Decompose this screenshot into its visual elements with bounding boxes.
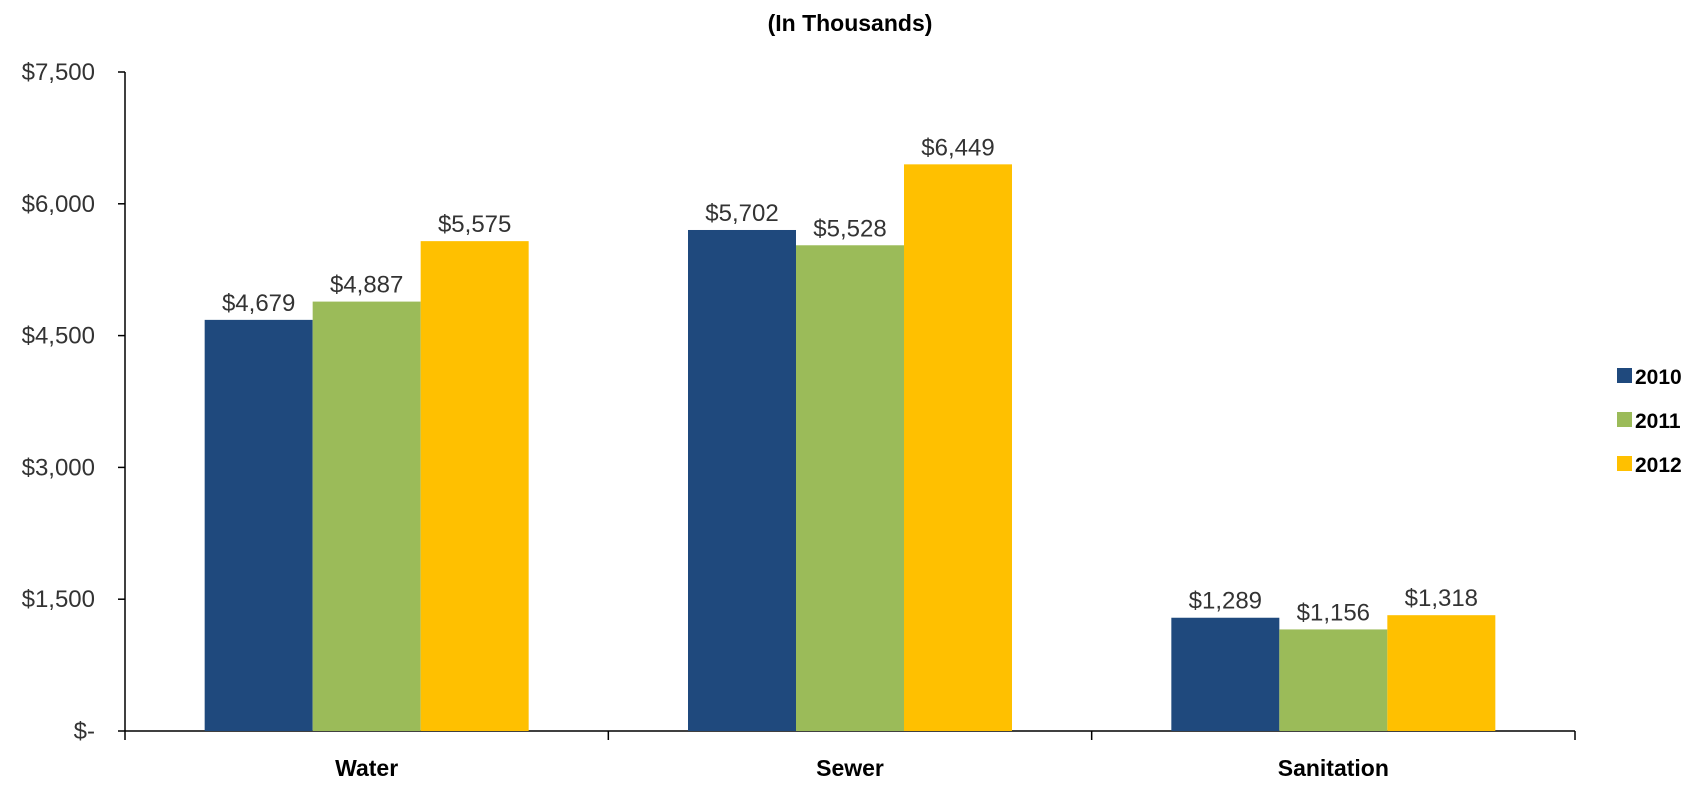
data-label: $4,679	[222, 290, 295, 317]
data-label: $1,318	[1405, 585, 1478, 612]
legend-swatch-2011	[1617, 412, 1632, 427]
bar-2010-sanitation	[1171, 617, 1280, 731]
y-tick-label: $1,500	[22, 586, 95, 613]
y-tick-label: $-	[74, 718, 95, 745]
bar-2012-water	[420, 241, 529, 732]
data-label: $1,289	[1189, 588, 1262, 615]
y-tick-label: $3,000	[22, 454, 95, 481]
data-label: $4,887	[330, 272, 403, 299]
bar-2010-sewer	[688, 229, 796, 732]
legend-label-2011: 2011	[1635, 410, 1681, 433]
legend-swatch-2010	[1617, 368, 1632, 383]
legend: 2010 2011 2012	[1617, 366, 1682, 477]
bar-2011-water	[312, 301, 421, 731]
y-tick-label: $7,500	[22, 59, 95, 86]
bar-2011-sanitation	[1279, 629, 1388, 731]
bar-2012-sanitation	[1387, 615, 1496, 731]
legend-label-2012: 2012	[1635, 454, 1682, 477]
x-tick-label: Sewer	[816, 755, 884, 781]
legend-swatch-2012	[1617, 456, 1632, 471]
bar-2010-water	[204, 319, 313, 731]
y-tick-label: $6,000	[22, 191, 95, 218]
data-label: $5,528	[813, 215, 886, 242]
y-tick-label: $4,500	[22, 323, 95, 350]
x-tick-label: Water	[335, 755, 398, 781]
x-tick-label: Sanitation	[1278, 755, 1389, 781]
bar-2011-sewer	[796, 245, 904, 731]
chart-subtitle: (In Thousands)	[768, 10, 933, 36]
data-label: $1,156	[1297, 599, 1370, 626]
y-axis: $- $1,500 $3,000 $4,500 $6,000 $7,500	[22, 59, 126, 745]
bar-2012-sewer	[904, 164, 1012, 731]
data-label: $6,449	[921, 134, 994, 161]
legend-label-2010: 2010	[1635, 366, 1682, 389]
data-label: $5,575	[438, 211, 511, 238]
plot-area: $4,679 $4,887 $5,575 $5,702 $5,528 $6,449 $1,2…	[204, 134, 1496, 732]
data-label: $5,702	[705, 200, 778, 227]
x-axis: Water Sewer Sanitation	[124, 730, 1576, 781]
